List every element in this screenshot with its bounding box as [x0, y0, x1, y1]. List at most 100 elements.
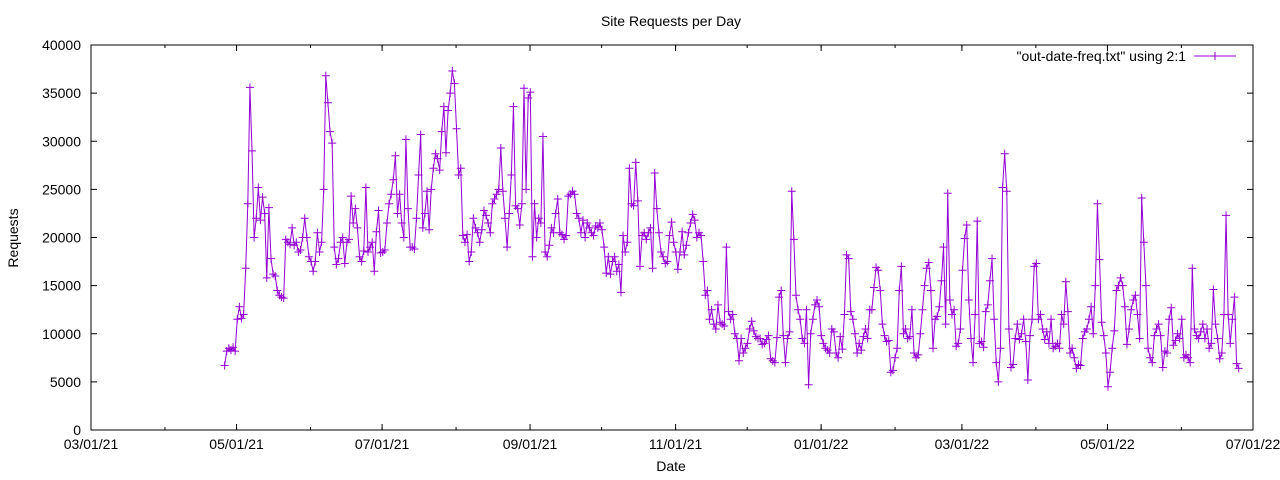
data-point	[994, 377, 1003, 386]
data-point	[597, 225, 606, 234]
data-point	[1101, 349, 1110, 357]
data-point	[524, 93, 533, 102]
data-point	[1234, 364, 1243, 373]
data-point	[983, 300, 992, 309]
data-point	[313, 228, 322, 237]
data-point	[397, 219, 406, 228]
data-point	[353, 223, 362, 232]
data-point	[454, 170, 463, 179]
data-point	[1205, 344, 1214, 353]
data-point	[1097, 318, 1106, 327]
data-point	[541, 247, 550, 256]
data-point	[505, 209, 514, 218]
data-point	[347, 192, 356, 201]
data-point	[338, 233, 347, 242]
data-point	[1004, 324, 1013, 333]
data-point	[1040, 335, 1049, 344]
data-point	[722, 243, 731, 252]
data-point	[363, 247, 372, 256]
data-point	[1053, 339, 1062, 348]
data-point	[690, 216, 699, 225]
data-point	[711, 324, 720, 333]
y-tick-label: 10000	[42, 326, 81, 342]
data-point	[256, 216, 265, 225]
data-point	[1038, 324, 1047, 333]
data-point	[878, 320, 887, 329]
data-point	[555, 228, 564, 237]
data-point	[262, 273, 271, 282]
data-point	[751, 332, 760, 341]
data-point	[536, 219, 545, 228]
data-point	[248, 146, 257, 155]
data-point	[1072, 364, 1081, 373]
data-point	[1055, 344, 1064, 353]
data-point	[720, 322, 729, 331]
legend-marker	[1211, 52, 1219, 60]
data-point	[853, 349, 862, 357]
y-tick-label: 15000	[42, 278, 81, 294]
data-point	[391, 151, 400, 160]
data-point	[296, 246, 305, 255]
data-point	[583, 219, 592, 228]
data-point	[964, 296, 973, 305]
data-point	[958, 266, 967, 275]
data-point	[770, 358, 779, 367]
data-point	[233, 315, 242, 324]
data-point	[899, 329, 908, 338]
data-point	[678, 227, 687, 236]
data-point	[490, 195, 499, 203]
data-point	[519, 84, 528, 93]
data-point	[794, 305, 803, 314]
data-point	[279, 294, 288, 303]
data-point	[382, 219, 391, 228]
data-point	[730, 329, 739, 338]
data-point	[465, 257, 474, 266]
data-point	[370, 267, 379, 276]
data-point	[395, 190, 404, 199]
data-point	[469, 214, 478, 223]
data-point	[648, 264, 657, 273]
data-point	[985, 276, 994, 285]
data-point	[1059, 320, 1068, 329]
data-point	[901, 324, 910, 333]
data-point	[250, 233, 259, 242]
data-point	[1217, 349, 1226, 357]
data-point	[323, 98, 332, 107]
data-point	[237, 314, 246, 323]
data-point	[1074, 360, 1083, 369]
data-point	[935, 302, 944, 311]
data-point	[368, 238, 377, 247]
data-point	[716, 318, 725, 327]
data-point	[302, 233, 311, 242]
data-point	[697, 231, 706, 240]
data-point	[686, 219, 695, 228]
data-point	[275, 291, 284, 300]
data-point	[591, 221, 600, 230]
data-point	[330, 243, 339, 252]
data-point	[220, 361, 229, 370]
data-point	[859, 332, 868, 341]
data-point	[975, 339, 984, 348]
data-point	[741, 344, 750, 353]
data-point	[385, 199, 394, 208]
data-point	[608, 257, 617, 266]
data-point	[517, 199, 526, 208]
data-point	[1082, 324, 1091, 333]
data-point	[1025, 331, 1034, 340]
data-point	[1118, 281, 1127, 290]
data-point	[838, 345, 847, 354]
data-point	[526, 88, 535, 97]
data-point	[861, 324, 870, 333]
data-point	[969, 358, 978, 367]
data-point	[380, 246, 389, 255]
data-point	[907, 305, 916, 314]
data-point	[292, 238, 301, 247]
data-point	[937, 276, 946, 285]
x-axis-label: Date	[656, 458, 686, 474]
data-point	[1154, 320, 1163, 329]
data-point	[408, 243, 417, 252]
data-point	[425, 225, 434, 234]
data-point	[437, 127, 446, 136]
data-point	[513, 204, 522, 213]
x-tick-label: 09/01/21	[503, 436, 558, 452]
